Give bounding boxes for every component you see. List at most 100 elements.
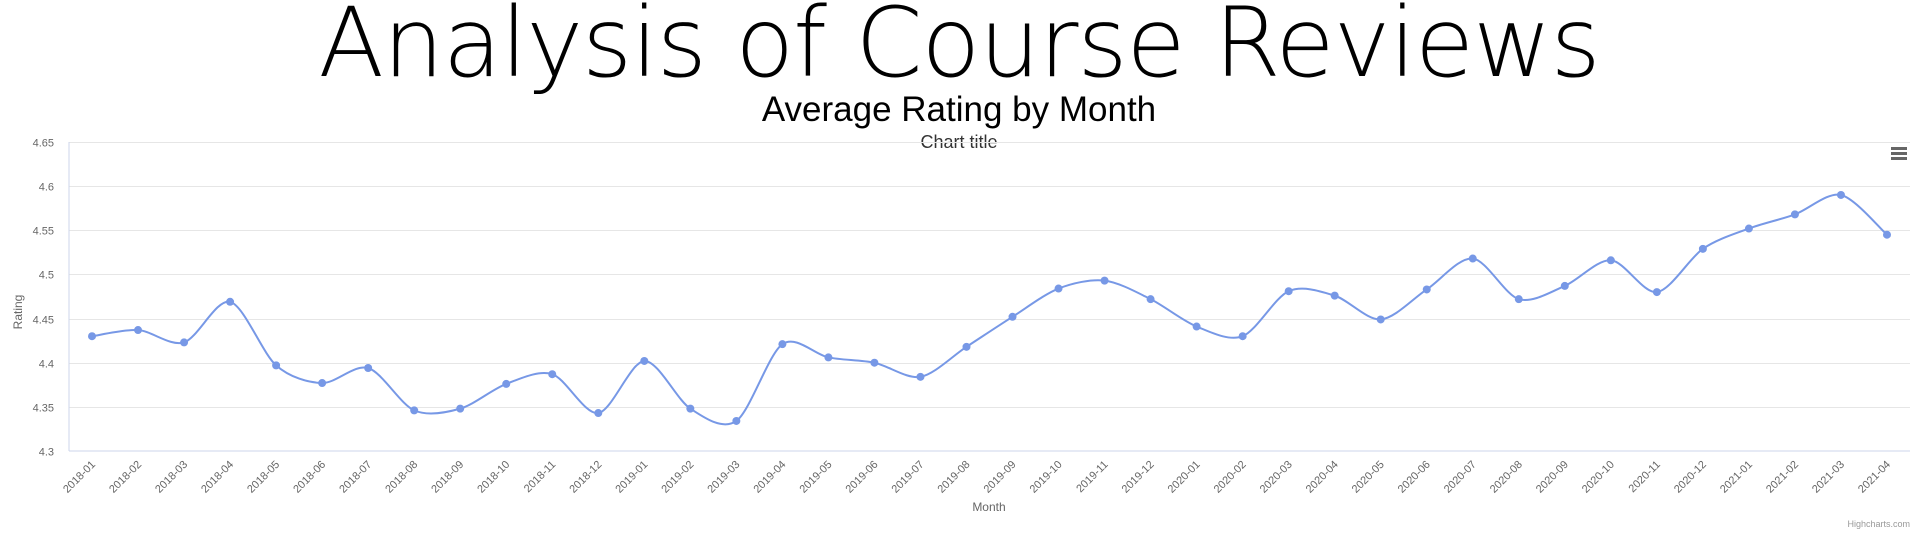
x-tick-label: 2020-07 [1442, 459, 1479, 496]
x-tick-label: 2018-06 [291, 459, 328, 496]
data-point[interactable]: 2020-02: 4.43 [1238, 332, 1247, 341]
x-tick-label: 2018-08 [383, 459, 420, 496]
x-tick-label: 2020-01 [1166, 459, 1203, 496]
menu-bar [1891, 147, 1907, 150]
data-point[interactable]: 2018-03: 4.423 [180, 338, 189, 347]
x-tick-label: 2018-12 [567, 459, 604, 496]
data-point[interactable]: 2021-03: 4.59 [1836, 190, 1845, 199]
data-point[interactable]: 2020-01: 4.441 [1192, 322, 1201, 331]
data-point[interactable]: 2019-04: 4.421 [778, 340, 787, 349]
y-axis-labels: 4.3 4.35 4.4 4.45 4.5 4.55 4.6 4.65 [33, 138, 54, 459]
data-point[interactable]: 2020-06: 4.483 [1422, 285, 1431, 294]
data-point[interactable]: 2018-08: 4.346 [410, 406, 419, 415]
data-point[interactable]: 2018-01: 4.43 [88, 332, 97, 341]
data-point[interactable]: 2018-12: 4.343 [594, 409, 603, 418]
y-axis-title: Rating [11, 295, 25, 330]
data-point[interactable]: 2019-08: 4.418 [962, 342, 971, 351]
y-tick-label: 4.65 [33, 138, 54, 150]
data-point[interactable]: 2020-12: 4.529 [1698, 244, 1707, 253]
data-point[interactable]: 2020-10: 4.516 [1606, 256, 1615, 265]
x-tick-label: 2018-09 [429, 459, 466, 496]
data-point[interactable]: 2018-05: 4.397 [272, 361, 281, 370]
data-point[interactable]: 2018-07: 4.394 [364, 364, 373, 373]
y-tick-label: 4.3 [39, 447, 54, 459]
data-point[interactable]: 2020-04: 4.476 [1330, 291, 1339, 300]
x-tick-label: 2020-11 [1627, 459, 1663, 495]
x-tick-label: 2018-07 [337, 459, 374, 496]
data-point[interactable]: 2018-04: 4.469 [226, 297, 235, 306]
data-point[interactable]: 2019-10: 4.484 [1054, 284, 1063, 293]
x-tick-label: 2018-02 [107, 459, 144, 496]
menu-bar [1891, 157, 1907, 160]
credits-link[interactable]: Highcharts.com [1847, 519, 1910, 529]
x-tick-label: 2020-12 [1672, 459, 1709, 496]
x-tick-label: 2021-04 [1856, 459, 1893, 496]
x-tick-label: 2018-04 [199, 459, 236, 496]
y-tick-label: 4.6 [39, 182, 54, 194]
y-tick-label: 4.45 [33, 315, 54, 327]
data-point[interactable]: 2020-07: 4.518 [1468, 254, 1477, 263]
x-tick-label: 2020-08 [1488, 459, 1525, 496]
x-tick-label: 2019-10 [1028, 459, 1065, 496]
x-tick-label: 2018-11 [522, 459, 558, 495]
data-point[interactable]: 2019-09: 4.452 [1008, 312, 1017, 321]
data-point[interactable]: 2019-01: 4.402 [640, 356, 649, 365]
y-tick-label: 4.5 [39, 270, 54, 282]
x-tick-label: 2018-05 [245, 459, 282, 496]
data-point[interactable]: 2020-08: 4.472 [1514, 295, 1523, 304]
x-tick-label: 2021-03 [1810, 459, 1847, 496]
data-point[interactable]: 2018-09: 4.348 [456, 404, 465, 413]
page-title: Analysis of Course Reviews [318, 0, 1600, 99]
y-tick-label: 4.4 [39, 359, 54, 371]
data-point[interactable]: 2019-11: 4.493 [1100, 276, 1109, 285]
data-point[interactable]: 2018-11: 4.387 [548, 370, 557, 379]
data-point[interactable]: 2019-02: 4.348 [686, 404, 695, 413]
x-tick-label: 2020-02 [1212, 459, 1249, 496]
x-tick-label: 2019-03 [705, 459, 742, 496]
x-tick-label: 2019-08 [936, 459, 973, 496]
data-point[interactable]: 2020-03: 4.481 [1284, 287, 1293, 296]
x-axis-labels: 2018-01 2018-02 2018-03 2018-04 2018-05 2018-… [61, 459, 1893, 496]
data-point[interactable]: 2020-05: 4.449 [1376, 315, 1385, 324]
x-tick-label: 2020-05 [1350, 459, 1387, 496]
hamburger-menu-icon[interactable] [1888, 142, 1912, 166]
x-tick-label: 2019-02 [659, 459, 696, 496]
data-point[interactable]: 2019-07: 4.384 [916, 372, 925, 381]
data-point[interactable]: 2018-02: 4.437 [134, 326, 143, 335]
x-tick-label: 2020-09 [1534, 459, 1571, 496]
data-point[interactable]: 2019-05: 4.406 [824, 353, 833, 362]
data-point[interactable]: 2020-11: 4.48 [1652, 288, 1661, 297]
line-chart: Chart title 4.34.354.44.454.54.554.64.65… [11, 132, 1910, 514]
data-point[interactable]: 2021-04: 4.545 [1882, 230, 1891, 239]
data-point[interactable]: 2019-03: 4.334 [732, 416, 741, 425]
data-point[interactable]: 2021-02: 4.568 [1790, 210, 1799, 219]
x-tick-label: 2019-11 [1074, 459, 1110, 495]
x-tick-label: 2020-03 [1258, 459, 1295, 496]
data-point[interactable]: 2018-06: 4.377 [318, 379, 327, 388]
series-line [91, 193, 1888, 426]
data-point[interactable]: 2019-12: 4.472 [1146, 295, 1155, 304]
x-tick-label: 2018-03 [153, 459, 190, 496]
x-tick-label: 2019-04 [751, 459, 788, 496]
data-point[interactable]: 2018-10: 4.376 [502, 379, 511, 388]
menu-bar [1891, 152, 1907, 155]
x-tick-label: 2020-04 [1304, 459, 1341, 496]
data-point[interactable]: 2020-09: 4.487 [1560, 281, 1569, 290]
x-tick-label: 2018-10 [475, 459, 512, 496]
x-tick-label: 2019-09 [982, 459, 1019, 496]
x-tick-label: 2019-01 [613, 459, 650, 496]
y-tick-label: 4.35 [33, 403, 54, 415]
data-point[interactable]: 2019-06: 4.4 [870, 358, 879, 367]
x-tick-label: 2019-07 [890, 459, 927, 496]
x-tick-label: 2019-06 [844, 459, 881, 496]
x-tick-label: 2019-05 [797, 459, 834, 496]
x-tick-label: 2020-10 [1580, 459, 1617, 496]
x-tick-label: 2019-12 [1120, 459, 1157, 496]
y-tick-label: 4.55 [33, 226, 54, 238]
grid-lines [69, 142, 1910, 408]
series-group: 2018-01: 4.43 2018-02: 4.437 2018-03: 4.42… [88, 190, 1891, 426]
x-tick-label: 2020-06 [1396, 459, 1433, 496]
data-point[interactable]: 2021-01: 4.552 [1744, 224, 1753, 233]
x-tick-label: 2021-01 [1718, 459, 1755, 496]
x-tick-label: 2018-01 [61, 459, 98, 496]
